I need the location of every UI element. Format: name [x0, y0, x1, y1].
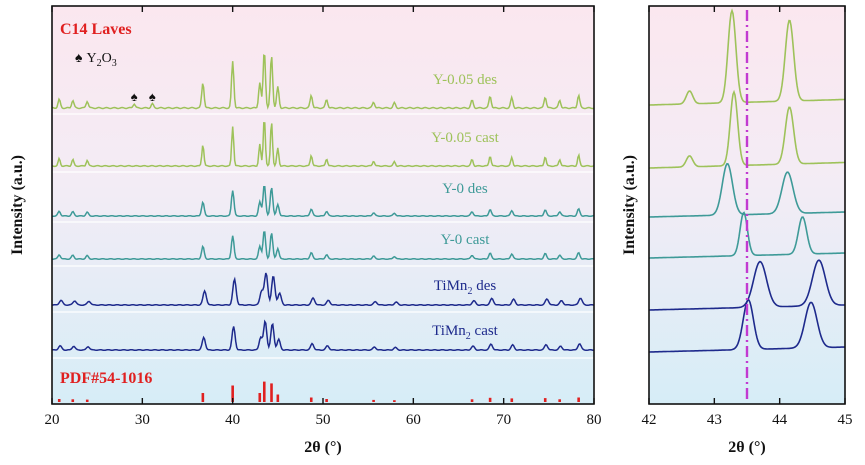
series-label-part: TiMn	[432, 323, 466, 339]
main-tick-label-40: 40	[225, 412, 240, 428]
series-label-part: TiMn	[434, 278, 468, 294]
series-label-timn2cast: TiMn2 cast	[432, 323, 499, 342]
zoom-tick-label-45: 45	[838, 412, 853, 428]
main-series-line-y0cast	[52, 231, 595, 261]
zoom-series-line-timn2cast	[649, 298, 846, 353]
main-tick-label-70: 70	[496, 412, 511, 428]
series-label-y0des: Y-0 des	[442, 181, 488, 197]
y2o3-peak-marker-0: ♠	[131, 89, 138, 104]
main-series-lines	[51, 54, 595, 352]
main-tick-label-50: 50	[316, 412, 331, 428]
series-label-y005des: Y-0.05 des	[433, 72, 497, 88]
main-x-ticks: 20 30 40 50 60 70 80	[45, 6, 602, 428]
y2o3-legend-marker: ♠	[75, 51, 83, 66]
series-label-y005cast: Y-0.05 cast	[431, 130, 499, 146]
main-series-line-timn2cast	[51, 319, 595, 352]
y2o3-peak-markers: ♠ ♠	[131, 89, 156, 104]
zoom-tick-label-44: 44	[772, 412, 788, 428]
series-label-part: 2	[466, 331, 471, 342]
y2o3-legend-o: O	[102, 51, 112, 66]
series-label-part: Y-0.05 des	[433, 72, 497, 88]
zoom-panel: 42 43 44 45 2θ (°) Intensity (a.u.)	[621, 5, 853, 456]
zoom-tick-label-42: 42	[642, 412, 657, 428]
series-label-part: Y-0.05 cast	[431, 130, 499, 146]
main-tick-label-30: 30	[135, 412, 150, 428]
y2o3-legend-y: Y	[86, 51, 96, 66]
main-plot-background	[52, 6, 594, 404]
y2o3-legend-sub2: 3	[112, 58, 117, 69]
pdf-reference-sticks	[57, 381, 580, 402]
main-tick-label-60: 60	[406, 412, 421, 428]
phase-title: C14 Laves	[60, 21, 132, 38]
main-series-line-y005cast	[51, 121, 595, 168]
y2o3-peak-marker-1: ♠	[149, 89, 156, 104]
series-label-part: Y-0 cast	[441, 232, 491, 248]
zoom-x-ticks: 42 43 44 45	[642, 6, 853, 428]
zoom-x-axis-title: 2θ (°)	[728, 439, 765, 456]
zoom-plot-frame	[648, 5, 846, 405]
main-series-line-timn2des	[51, 272, 595, 307]
pdf-label: PDF#54-1016	[60, 370, 152, 387]
main-series-line-y005des	[51, 54, 595, 110]
main-separator-lines	[52, 113, 594, 359]
series-label-timn2des: TiMn2 des	[434, 278, 497, 297]
main-tick-label-20: 20	[45, 412, 60, 428]
main-tick-label-80: 80	[587, 412, 602, 428]
zoom-tick-label-43: 43	[707, 412, 722, 428]
y2o3-legend-sub1: 2	[97, 58, 102, 69]
series-label-part: Y-0 des	[442, 181, 488, 197]
series-label-part: 2	[467, 286, 472, 297]
y2o3-legend: ♠ Y2O3	[75, 51, 117, 69]
series-label-part: des	[472, 278, 496, 294]
series-label-y0cast: Y-0 cast	[441, 232, 491, 248]
main-y-axis-title: Intensity (a.u.)	[9, 155, 26, 255]
zoom-y-axis-title: Intensity (a.u.)	[621, 155, 638, 255]
main-x-axis-title: 2θ (°)	[304, 439, 341, 456]
series-label-part: cast	[471, 323, 499, 339]
main-series-line-y0des	[51, 185, 595, 218]
main-series-labels: Y-0.05 des Y-0.05 cast Y-0 des Y-0 cast TiMn…	[431, 72, 499, 342]
